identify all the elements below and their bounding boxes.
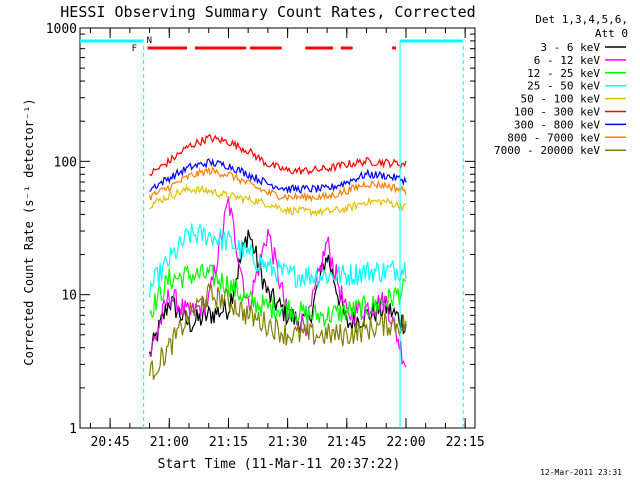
legend-label: 800 - 7000 keV	[507, 131, 600, 144]
series-line-100-300-kev	[149, 134, 407, 177]
y-tick-label: 1	[69, 422, 77, 437]
x-tick-label: 21:00	[150, 435, 189, 450]
y-tick-label: 1000	[46, 22, 77, 37]
series-line-50-100-kev	[149, 184, 407, 218]
y-tick-label: 100	[54, 155, 77, 170]
series-line-12-25-kev	[149, 263, 407, 327]
legend-label: 300 - 800 keV	[514, 118, 600, 131]
footer-date: 12-Mar-2011 23:31	[540, 468, 622, 477]
legend-header-line: Det 1,3,4,5,6,	[535, 13, 628, 26]
legend-label: 100 - 300 keV	[514, 106, 600, 119]
axis-ticks: 1 10 100 1000 20:45 21:00 21:15 21:30 21:45 22:00…	[46, 22, 485, 450]
series-line-800-7000-kev	[149, 166, 407, 203]
legend-label: 3 - 6 keV	[540, 41, 600, 54]
x-tick-label: 21:45	[327, 435, 366, 450]
legend-header-line: Att 0	[595, 27, 628, 40]
legend-label: 25 - 50 keV	[527, 80, 600, 93]
x-tick-label: 22:00	[386, 435, 425, 450]
legend-label: 50 - 100 keV	[521, 93, 601, 106]
series-lines	[149, 134, 407, 380]
flags: NF	[80, 36, 464, 428]
x-tick-label: 21:15	[209, 435, 248, 450]
y-tick-label: 10	[61, 289, 77, 304]
x-tick-label: 21:30	[268, 435, 307, 450]
series-line-25-50-kev	[149, 223, 407, 298]
series-line-300-800-kev	[149, 158, 407, 195]
legend-label: 7000 - 20000 keV	[494, 144, 600, 157]
night-flag-label: N	[147, 36, 152, 46]
series-line-7000-20000-kev	[149, 283, 407, 380]
chart-title: HESSI Observing Summary Count Rates, Cor…	[60, 3, 475, 21]
plot-area-border	[79, 27, 476, 429]
flare-flag-label: F	[132, 44, 137, 54]
y-axis-label: Corrected Count Rate (s⁻¹ detector⁻¹)	[22, 98, 36, 365]
x-tick-label: 22:15	[446, 435, 485, 450]
x-tick-label: 20:45	[91, 435, 130, 450]
x-axis-label: Start Time (11-Mar-11 20:37:22)	[158, 457, 401, 472]
legend-label: 6 - 12 keV	[534, 54, 601, 67]
legend-label: 12 - 25 keV	[527, 67, 600, 80]
series-line-3-6-kev	[149, 229, 407, 357]
plot-frame	[79, 27, 476, 429]
